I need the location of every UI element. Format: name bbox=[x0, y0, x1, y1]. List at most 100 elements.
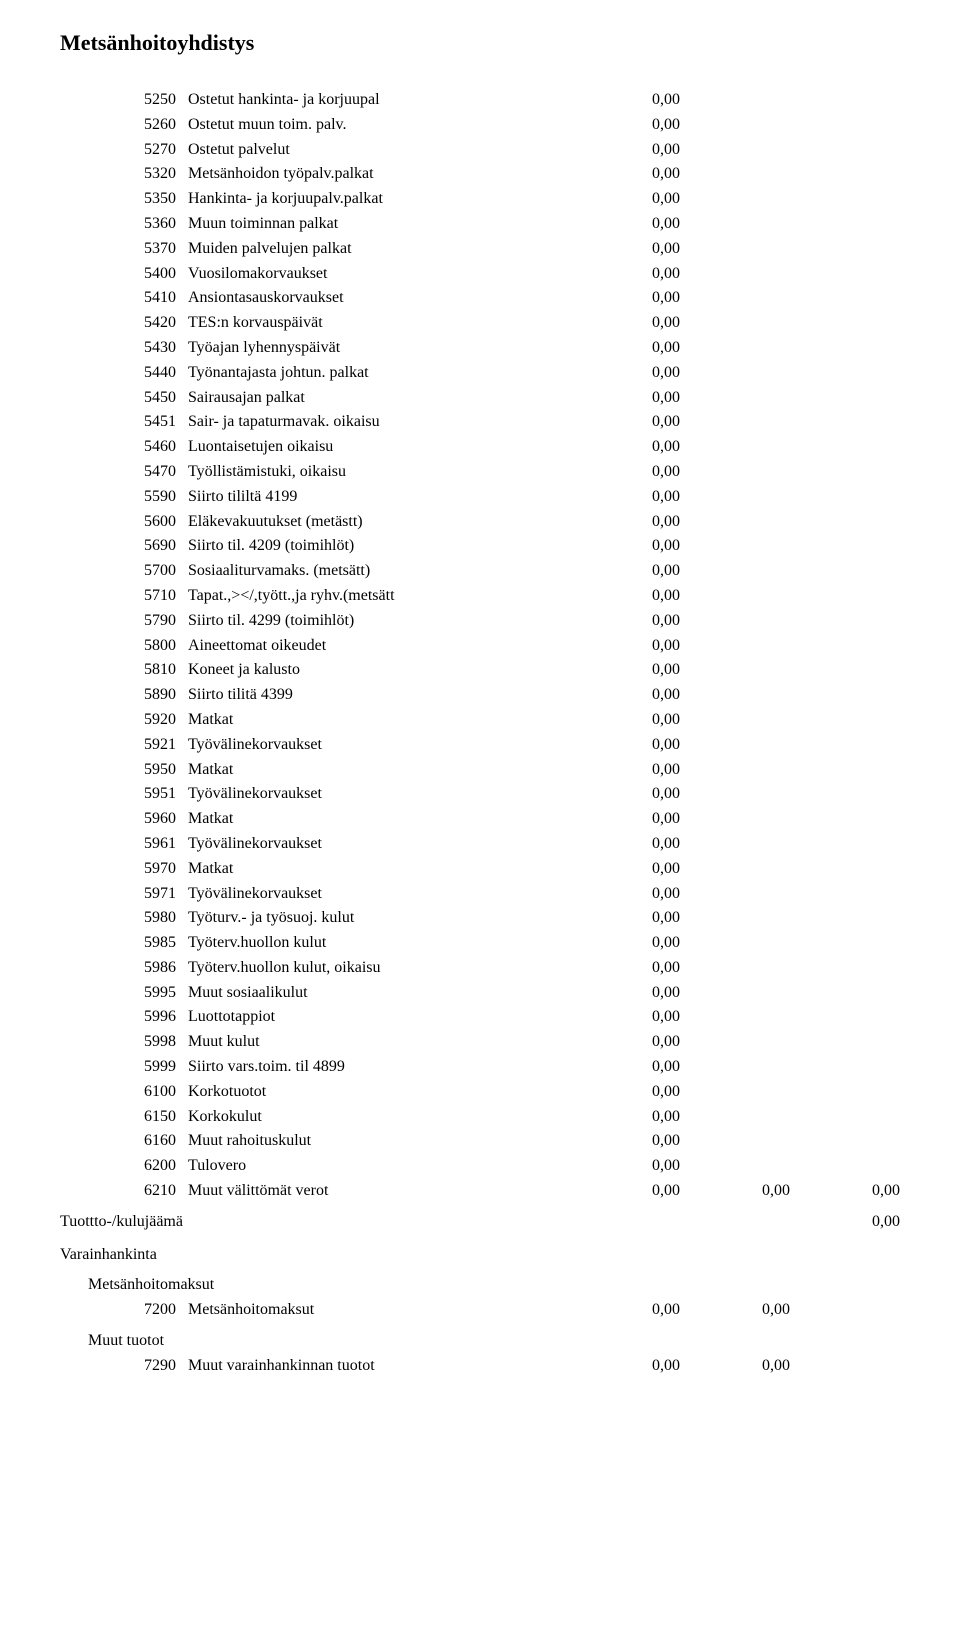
table-row: 5440Työnantajasta johtun. palkat0,00 bbox=[60, 361, 900, 386]
account-label: Työnantajasta johtun. palkat bbox=[176, 361, 369, 386]
account-label: Siirto til. 4299 (toimihlöt) bbox=[176, 609, 354, 634]
account-code: 6210 bbox=[60, 1179, 176, 1204]
value-cell: 0,00 bbox=[570, 336, 680, 361]
account-code: 5960 bbox=[60, 807, 176, 832]
section-varainhankinta: Varainhankinta bbox=[60, 1243, 900, 1268]
total-row: Tuottto-/kulujäämä 0,00 bbox=[60, 1208, 900, 1237]
table-row: 5710Tapat.,></,tyött.,ja ryhv.(metsätt0,… bbox=[60, 584, 900, 609]
account-label: Luottotappiot bbox=[176, 1005, 275, 1030]
table-row: 5450Sairausajan palkat0,00 bbox=[60, 386, 900, 411]
table-row: 6200Tulovero0,00 bbox=[60, 1154, 900, 1179]
value-cell: 0,00 bbox=[570, 212, 680, 237]
table-row: 5971Työvälinekorvaukset0,00 bbox=[60, 882, 900, 907]
value-cell: 0,00 bbox=[570, 286, 680, 311]
account-code: 5996 bbox=[60, 1005, 176, 1030]
account-code: 5961 bbox=[60, 832, 176, 857]
account-label: Tulovero bbox=[176, 1154, 246, 1179]
account-code: 5998 bbox=[60, 1030, 176, 1055]
account-label: Matkat bbox=[176, 758, 233, 783]
table-row: 5410Ansiontasauskorvaukset 0,00 bbox=[60, 286, 900, 311]
value-cell: 0,00 bbox=[680, 1298, 790, 1323]
table-row: 7290Muut varainhankinnan tuotot0,000,00 bbox=[60, 1354, 900, 1379]
table-row: 5980Työturv.- ja työsuoj. kulut0,00 bbox=[60, 906, 900, 931]
account-label: Työajan lyhennyspäivät bbox=[176, 336, 340, 361]
account-label: Muut välittömät verot bbox=[176, 1179, 328, 1204]
value-cell: 0,00 bbox=[570, 733, 680, 758]
account-code: 5890 bbox=[60, 683, 176, 708]
value-cell: 0,00 bbox=[570, 1055, 680, 1080]
account-code: 5995 bbox=[60, 981, 176, 1006]
account-code: 5920 bbox=[60, 708, 176, 733]
value-cell: 0,00 bbox=[570, 1298, 680, 1323]
table-row: 5451Sair- ja tapaturmavak. oikaisu0,00 bbox=[60, 410, 900, 435]
table-row: 5985Työterv.huollon kulut0,00 bbox=[60, 931, 900, 956]
account-label: Muut rahoituskulut bbox=[176, 1129, 311, 1154]
table-row: 5600Eläkevakuutukset (metästt)0,00 bbox=[60, 510, 900, 535]
account-code: 5260 bbox=[60, 113, 176, 138]
account-label: Työvälinekorvaukset bbox=[176, 733, 322, 758]
table-row: 5690Siirto til. 4209 (toimihlöt)0,00 bbox=[60, 534, 900, 559]
account-code: 5970 bbox=[60, 857, 176, 882]
account-label: Ansiontasauskorvaukset bbox=[176, 286, 344, 311]
account-code: 5921 bbox=[60, 733, 176, 758]
table-row: 5998Muut kulut 0,00 bbox=[60, 1030, 900, 1055]
account-code: 5370 bbox=[60, 237, 176, 262]
account-label: Ostetut hankinta- ja korjuupal bbox=[176, 88, 380, 113]
value-cell: 0,00 bbox=[680, 1354, 790, 1379]
account-label: Siirto tilitä 4399 bbox=[176, 683, 293, 708]
value-cell: 0,00 bbox=[570, 1080, 680, 1105]
value-cell: 0,00 bbox=[570, 807, 680, 832]
value-cell: 0,00 bbox=[570, 510, 680, 535]
account-code: 6150 bbox=[60, 1105, 176, 1130]
table-row: 5970Matkat0,00 bbox=[60, 857, 900, 882]
account-code: 5790 bbox=[60, 609, 176, 634]
value-cell: 0,00 bbox=[570, 931, 680, 956]
account-label: Työllistämistuki, oikaisu bbox=[176, 460, 346, 485]
account-code: 5320 bbox=[60, 162, 176, 187]
section-metsanhoitomaksut: Metsänhoitomaksut bbox=[60, 1273, 900, 1298]
account-label: Aineettomat oikeudet bbox=[176, 634, 326, 659]
account-label: Työvälinekorvaukset bbox=[176, 882, 322, 907]
table-row: 5360Muun toiminnan palkat0,00 bbox=[60, 212, 900, 237]
table-row: 5250Ostetut hankinta- ja korjuupal0,00 bbox=[60, 88, 900, 113]
account-code: 5270 bbox=[60, 138, 176, 163]
account-label: Vuosilomakorvaukset bbox=[176, 262, 327, 287]
value-cell: 0,00 bbox=[570, 1154, 680, 1179]
value-cell: 0,00 bbox=[570, 758, 680, 783]
account-label: Muut kulut bbox=[176, 1030, 260, 1055]
account-label: Matkat bbox=[176, 807, 233, 832]
account-code: 5810 bbox=[60, 658, 176, 683]
account-code: 5451 bbox=[60, 410, 176, 435]
page-title: Metsänhoitoyhdistys bbox=[60, 30, 900, 56]
table-row: 5270Ostetut palvelut0,00 bbox=[60, 138, 900, 163]
account-label: Ostetut muun toim. palv. bbox=[176, 113, 347, 138]
value-cell: 0,00 bbox=[570, 559, 680, 584]
value-cell: 0,00 bbox=[570, 485, 680, 510]
account-label: Työvälinekorvaukset bbox=[176, 782, 322, 807]
account-code: 5800 bbox=[60, 634, 176, 659]
account-label: Matkat bbox=[176, 708, 233, 733]
table-row: 5961Työvälinekorvaukset0,00 bbox=[60, 832, 900, 857]
account-code: 5950 bbox=[60, 758, 176, 783]
table-row: 6210Muut välittömät verot0,000,000,00 bbox=[60, 1179, 900, 1204]
account-code: 6100 bbox=[60, 1080, 176, 1105]
table-row: 5950Matkat 0,00 bbox=[60, 758, 900, 783]
table-row: 6150Korkokulut0,00 bbox=[60, 1105, 900, 1130]
table-row: 6100Korkotuotot0,00 bbox=[60, 1080, 900, 1105]
account-code: 7200 bbox=[60, 1298, 176, 1323]
account-code: 5430 bbox=[60, 336, 176, 361]
account-code: 5971 bbox=[60, 882, 176, 907]
table-row: 5995Muut sosiaalikulut0,00 bbox=[60, 981, 900, 1006]
account-code: 5410 bbox=[60, 286, 176, 311]
value-cell: 0,00 bbox=[570, 386, 680, 411]
account-label: Koneet ja kalusto bbox=[176, 658, 300, 683]
table-row: 5960Matkat 0,00 bbox=[60, 807, 900, 832]
account-label: Siirto til. 4209 (toimihlöt) bbox=[176, 534, 354, 559]
value-cell: 0,00 bbox=[570, 1030, 680, 1055]
value-cell: 0,00 bbox=[570, 113, 680, 138]
account-label: Muiden palvelujen palkat bbox=[176, 237, 352, 262]
account-code: 5600 bbox=[60, 510, 176, 535]
account-code: 5440 bbox=[60, 361, 176, 386]
value-cell: 0,00 bbox=[570, 1129, 680, 1154]
value-cell: 0,00 bbox=[570, 956, 680, 981]
